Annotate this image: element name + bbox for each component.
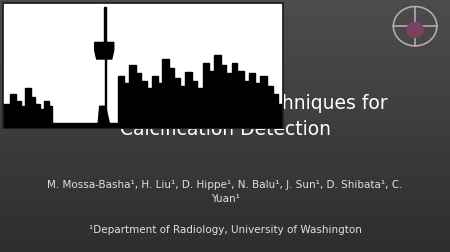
Bar <box>249 74 255 130</box>
Bar <box>36 104 40 130</box>
Bar <box>147 89 152 130</box>
Polygon shape <box>98 107 111 130</box>
Bar <box>124 84 129 130</box>
Bar <box>226 74 232 130</box>
Bar <box>232 64 237 130</box>
Bar <box>118 76 124 130</box>
Bar <box>192 81 197 130</box>
Bar <box>32 98 36 130</box>
Bar <box>279 104 284 130</box>
Bar <box>25 89 32 130</box>
Bar <box>10 94 16 130</box>
Bar <box>255 84 261 130</box>
Bar <box>2 123 284 130</box>
Bar <box>221 66 226 130</box>
Bar <box>185 73 192 130</box>
Bar <box>197 89 203 130</box>
Bar <box>158 84 162 130</box>
Bar <box>174 79 180 130</box>
Bar <box>237 71 244 130</box>
Bar <box>267 86 274 130</box>
Bar <box>21 107 25 130</box>
Bar <box>214 56 221 130</box>
Bar <box>40 109 45 130</box>
Bar <box>169 69 174 130</box>
Bar <box>274 94 279 130</box>
Text: Comparison of MRA Techniques for
Calcification Detection: Comparison of MRA Techniques for Calcifi… <box>62 94 388 138</box>
Bar <box>209 71 214 130</box>
Bar <box>50 107 53 130</box>
Bar <box>16 102 21 130</box>
Text: M. Mossa-Basha¹, H. Liu¹, D. Hippe¹, N. Balu¹, J. Sun¹, D. Shibata¹, C.
Yuan¹: M. Mossa-Basha¹, H. Liu¹, D. Hippe¹, N. … <box>47 180 403 203</box>
Text: ¹Department of Radiology, University of Washington: ¹Department of Radiology, University of … <box>89 224 361 234</box>
Bar <box>203 64 209 130</box>
Polygon shape <box>94 43 114 60</box>
Bar <box>180 86 185 130</box>
Circle shape <box>407 23 423 38</box>
Bar <box>261 76 267 130</box>
Bar <box>162 60 169 130</box>
Bar <box>136 74 141 130</box>
Bar <box>104 60 106 130</box>
Bar <box>2 104 10 130</box>
Bar <box>244 81 249 130</box>
Bar <box>45 102 50 130</box>
Bar <box>141 81 147 130</box>
Bar <box>129 66 136 130</box>
Bar <box>152 76 158 130</box>
Bar <box>104 8 105 43</box>
